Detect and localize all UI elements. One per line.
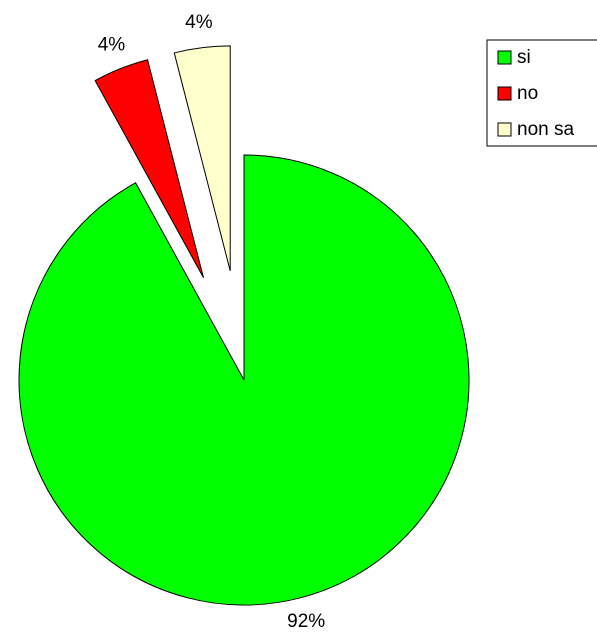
- data-label: 92%: [287, 611, 325, 632]
- pie-slice: [18, 154, 470, 606]
- legend-swatch: [497, 50, 512, 65]
- pie-slice: [94, 59, 204, 278]
- data-label: 4%: [98, 34, 126, 55]
- legend-label: si: [517, 47, 531, 68]
- data-label: 4%: [185, 12, 213, 33]
- legend-swatch: [497, 86, 512, 101]
- pie-slice: [173, 45, 231, 271]
- legend-label: no: [517, 83, 538, 104]
- legend-swatch: [497, 122, 512, 137]
- legend-label: non sa: [517, 119, 574, 140]
